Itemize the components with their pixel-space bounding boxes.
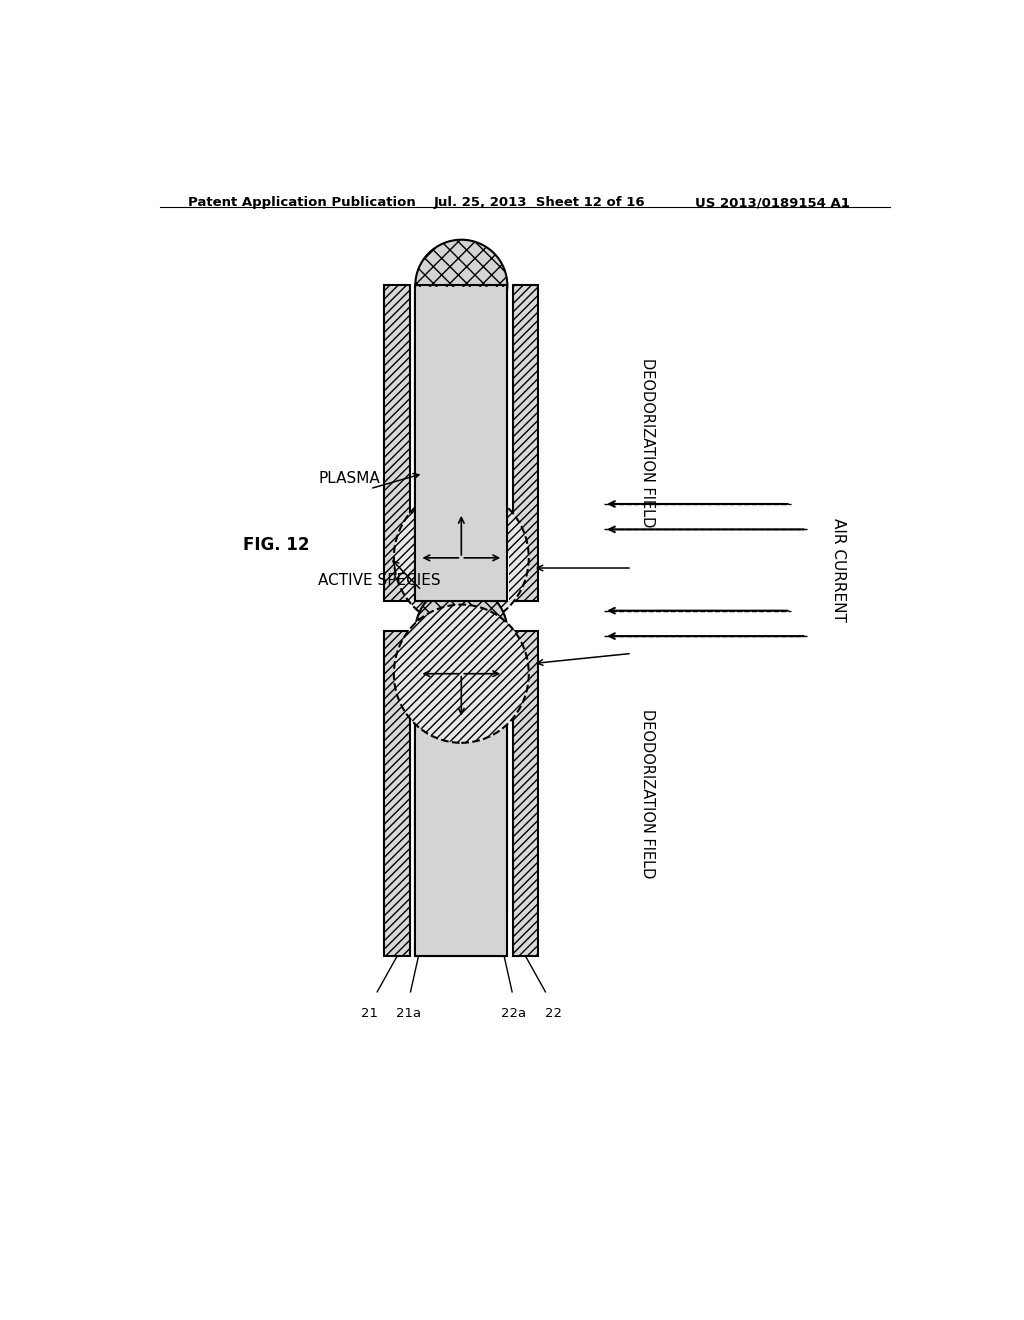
Bar: [416, 631, 507, 956]
Text: Patent Application Publication: Patent Application Publication: [187, 195, 416, 209]
Ellipse shape: [416, 585, 507, 677]
Text: 21a: 21a: [396, 1007, 422, 1020]
Bar: [416, 285, 507, 601]
Bar: [416, 288, 507, 601]
Bar: [416, 634, 507, 956]
Text: Jul. 25, 2013  Sheet 12 of 16: Jul. 25, 2013 Sheet 12 of 16: [433, 195, 645, 209]
Bar: [416, 285, 507, 601]
Bar: [513, 631, 539, 956]
Ellipse shape: [394, 605, 528, 743]
Text: PLASMA: PLASMA: [318, 471, 380, 486]
Ellipse shape: [416, 240, 507, 331]
Text: DEODORIZATION FIELD: DEODORIZATION FIELD: [640, 358, 655, 528]
Bar: [384, 285, 410, 601]
Bar: [513, 285, 539, 601]
Text: 22a: 22a: [501, 1007, 526, 1020]
Bar: [414, 908, 509, 956]
Text: ACTIVE SPECIES: ACTIVE SPECIES: [318, 573, 441, 587]
Text: 22: 22: [545, 1007, 562, 1020]
Bar: [414, 553, 509, 601]
Ellipse shape: [394, 488, 528, 627]
Text: DEODORIZATION FIELD: DEODORIZATION FIELD: [640, 709, 655, 878]
Text: US 2013/0189154 A1: US 2013/0189154 A1: [695, 195, 850, 209]
Text: 21: 21: [360, 1007, 378, 1020]
Text: AIR CURRENT: AIR CURRENT: [830, 519, 846, 622]
Bar: [416, 631, 507, 956]
Bar: [384, 631, 410, 956]
Text: FIG. 12: FIG. 12: [243, 536, 309, 553]
